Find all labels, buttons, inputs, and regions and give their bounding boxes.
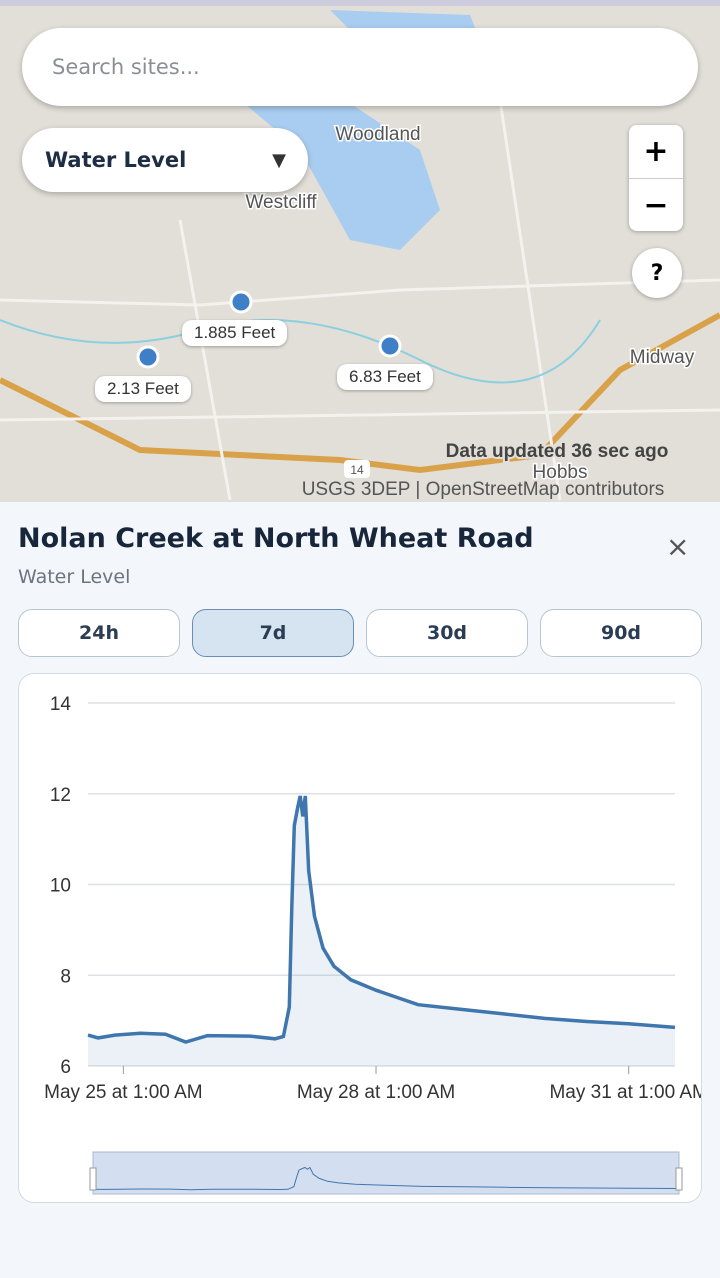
x-tick-label: May 25 at 1:00 AM (44, 1082, 202, 1103)
place-label: Midway (630, 347, 695, 368)
site-label[interactable]: 1.885 Feet (182, 320, 288, 346)
site-marker[interactable] (229, 290, 253, 314)
navigator-line (92, 1166, 680, 1191)
status: Data updated 36 sec ago (446, 441, 669, 462)
chart-card (18, 673, 702, 1203)
place-label: Westcliff (245, 192, 317, 213)
x-tick-label: May 28 at 1:00 AM (297, 1082, 455, 1103)
panel-title: Nolan Creek at North Wheat Road (18, 523, 534, 554)
chart: 6 8 10 12 14 May 25 at 1:00 AM May 28 at 1:00 … (44, 694, 701, 1195)
zoom-out[interactable]: − (643, 187, 669, 223)
attribution: USGS 3DEP | OpenStreetMap contributors (302, 479, 665, 500)
range-tab[interactable]: 90d (540, 609, 702, 657)
panel-subtitle: Water Level (18, 566, 131, 588)
close-button[interactable]: × (666, 530, 690, 563)
dropdown-arrow: ▼ (272, 149, 286, 171)
navigator-handle (675, 1167, 683, 1191)
x-tick-label: May 31 at 1:00 AM (549, 1082, 701, 1103)
help-button[interactable]: ? (632, 248, 682, 298)
area (88, 796, 675, 1066)
place-label: Woodland (335, 124, 420, 145)
site-marker[interactable] (378, 334, 402, 358)
line (87, 795, 676, 1044)
zoom-in[interactable]: + (629, 125, 683, 179)
range-tab[interactable]: 30d (366, 609, 528, 657)
site-marker[interactable] (136, 345, 160, 369)
search-placeholder: Search sites... (52, 55, 200, 79)
zoom-control: + − (629, 125, 683, 231)
y-tick-label: 14 (50, 694, 72, 715)
layer-label: Water Level (45, 148, 187, 172)
place-label: Hobbs (533, 462, 588, 483)
range-tab[interactable]: 7d (192, 609, 354, 657)
layer-select[interactable]: Water Level ▼ (22, 128, 308, 192)
site-label[interactable]: 2.13 Feet (95, 376, 191, 402)
y-tick-label: 12 (50, 785, 71, 806)
site-label[interactable]: 6.83 Feet (337, 364, 433, 390)
y-tick-label: 10 (50, 876, 71, 897)
search-box[interactable]: Search sites... (22, 28, 698, 106)
y-tick-label: 6 (60, 1057, 71, 1078)
navigator-window (92, 1151, 680, 1195)
range-tab[interactable]: 24h (18, 609, 180, 657)
navigator-handle (89, 1167, 97, 1191)
y-tick-label: 8 (60, 966, 71, 987)
highway-label: 14 (350, 463, 364, 477)
